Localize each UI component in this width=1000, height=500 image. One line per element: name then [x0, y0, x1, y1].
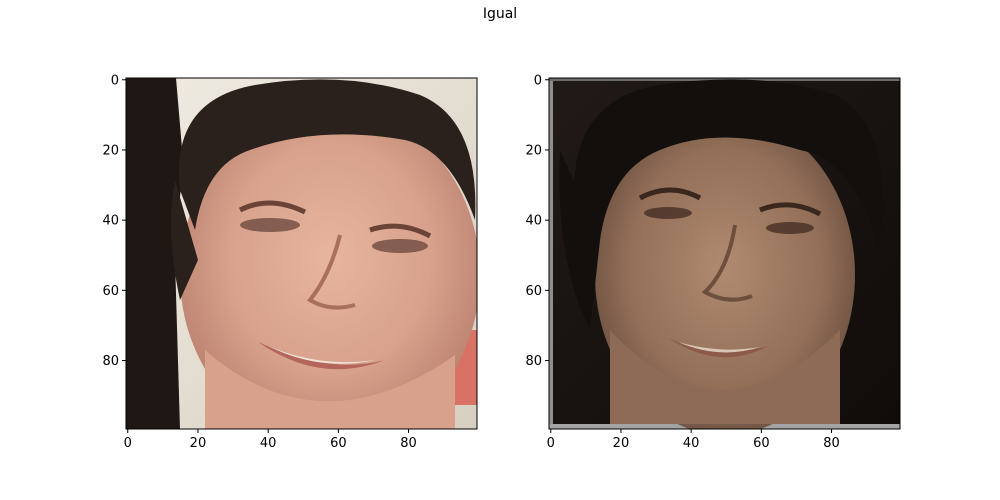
left-lips — [258, 342, 385, 370]
right-y-tick-label: 0 — [534, 73, 542, 88]
figure-title: Igual — [482, 6, 518, 22]
left-x-tick-label: 80 — [400, 436, 417, 451]
right-border-left — [549, 78, 553, 429]
left-x-tick-label: 20 — [190, 436, 207, 451]
left-panel: 0 20 40 60 80 0 20 40 60 80 — [102, 73, 478, 451]
right-eye-right — [766, 222, 814, 234]
left-x-tick-label: 0 — [124, 436, 132, 451]
right-y-tick-label: 40 — [525, 214, 542, 229]
right-panel: 0 20 40 60 80 0 20 40 60 80 — [525, 73, 901, 451]
left-dark-edge — [126, 78, 183, 429]
right-eye-left — [644, 207, 692, 219]
left-y-tick-label: 0 — [111, 73, 119, 88]
right-x-tick-label: 20 — [613, 436, 630, 451]
right-hair-side — [559, 150, 600, 330]
left-y-tick-label: 60 — [102, 284, 119, 299]
right-x-tick-label: 40 — [683, 436, 700, 451]
left-eye-left — [240, 218, 300, 232]
left-axes-frame — [125, 77, 478, 430]
left-x-tick-label: 40 — [260, 436, 277, 451]
left-y-tick-label: 20 — [102, 143, 119, 158]
left-y-axis: 0 20 40 60 80 — [102, 73, 126, 369]
left-hair — [178, 79, 476, 230]
right-y-tick-label: 20 — [525, 143, 542, 158]
right-teeth — [678, 342, 760, 353]
right-brow-right — [759, 202, 822, 217]
right-x-tick-label: 0 — [547, 436, 555, 451]
left-y-tick-label: 80 — [102, 354, 119, 369]
left-lower-face — [205, 350, 455, 429]
right-hair — [574, 79, 883, 250]
right-face-image — [549, 78, 900, 429]
right-lower-face — [610, 330, 840, 424]
right-y-tick-label: 60 — [525, 284, 542, 299]
left-eye-right — [372, 239, 428, 253]
right-x-tick-label: 60 — [753, 436, 770, 451]
right-face-skin — [595, 115, 855, 429]
left-brow-left — [238, 200, 307, 215]
left-brow-right — [369, 223, 432, 239]
right-axes-frame — [548, 77, 901, 430]
right-x-tick-label: 80 — [823, 436, 840, 451]
right-brow-left — [638, 187, 702, 201]
right-y-tick-label: 80 — [525, 354, 542, 369]
right-x-axis: 0 20 40 60 80 — [547, 429, 840, 451]
left-y-tick-label: 40 — [102, 214, 119, 229]
left-hair-side — [171, 180, 198, 300]
left-x-axis: 0 20 40 60 80 — [124, 429, 417, 451]
left-x-tick-label: 60 — [330, 436, 347, 451]
right-lips — [668, 338, 768, 358]
left-face-image — [126, 78, 477, 429]
right-nose — [701, 224, 753, 302]
left-teeth — [268, 346, 375, 364]
right-y-axis: 0 20 40 60 80 — [525, 73, 549, 369]
left-nose — [307, 234, 356, 310]
